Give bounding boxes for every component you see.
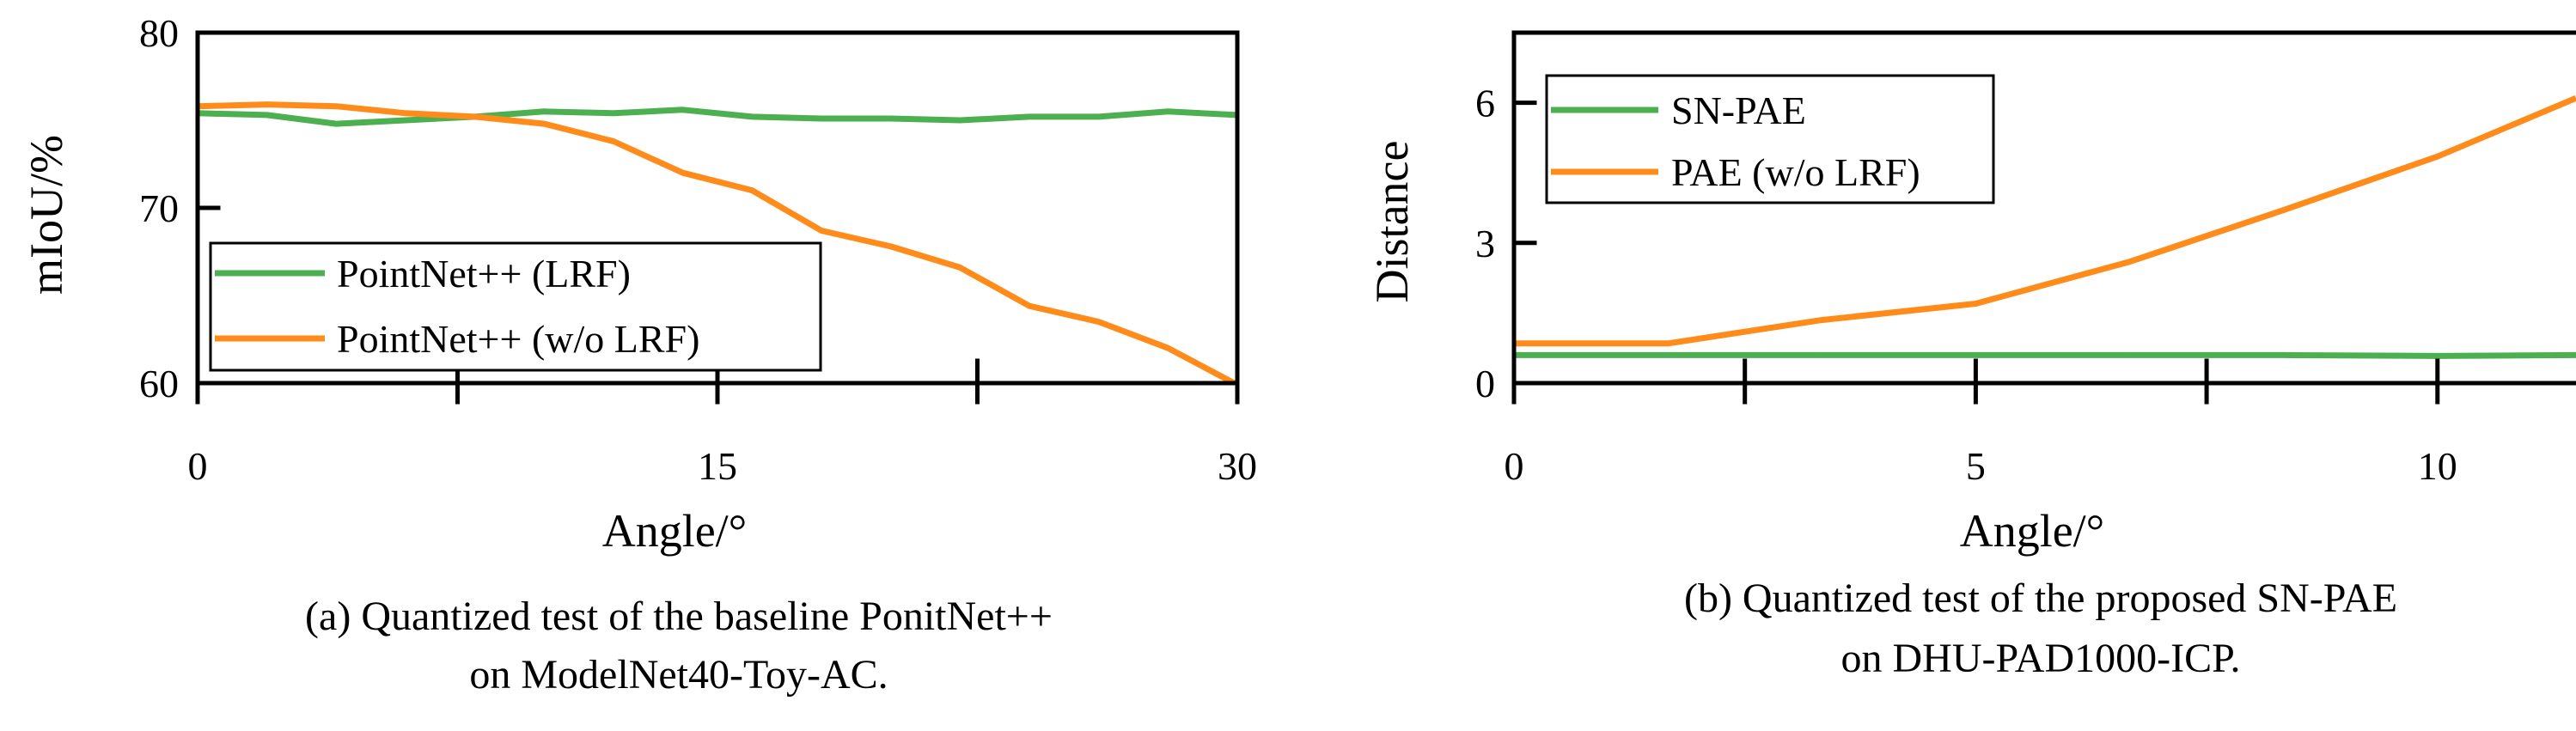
chart-b-xlabel: Angle/°: [1960, 505, 2105, 557]
chart-a-series-1-point: [1167, 347, 1169, 349]
chart-a-xtick-label: 0: [188, 444, 208, 488]
chart-b-series-0-point: [2282, 354, 2284, 356]
chart-b-series-1-line: [1514, 94, 2576, 347]
chart-a-legend: PointNet++ (LRF) PointNet++ (w/o LRF): [209, 241, 822, 372]
chart-b-ylabel: Distance: [1366, 141, 1418, 303]
chart-b-series-1-point: [1668, 343, 1669, 344]
chart-a-series-0-point: [682, 109, 684, 111]
chart-a-series-1-point: [821, 230, 822, 231]
chart-a-series-0-line: [198, 107, 1237, 127]
chart-a-series-0-point: [266, 114, 268, 116]
chart-a-ytick-label: 60: [139, 362, 179, 405]
chart-b-legend: SN-PAE PAE (w/o LRF): [1545, 74, 1995, 204]
chart-a-xtick-label: 30: [1218, 444, 1257, 488]
chart-a-series-0-point: [959, 119, 961, 121]
chart-b-series-0-point: [1668, 354, 1669, 356]
chart-a-series-1-point: [890, 246, 892, 247]
chart-b-legend-label-0: SN-PAE: [1671, 88, 1806, 132]
chart-a-axes: 60 70 80 0 15 30: [139, 11, 1257, 488]
chart-a-series-1-point: [474, 116, 476, 118]
chart-b-series-1-point: [2129, 261, 2131, 263]
chart-a-series-0-point: [751, 116, 753, 118]
chart-b-series-0-line: [1514, 351, 2576, 359]
chart-b-axes: 0 3 6 0 5 10: [1475, 30, 2576, 488]
chart-a-series-0-point: [1029, 116, 1030, 118]
chart-a-legend-label-0: PointNet++ (LRF): [337, 252, 631, 295]
chart-b: 0 3 6 0 5 10 Distance Angle/° SN-PAE PAE (w/o…: [1366, 30, 2576, 681]
chart-b-series-1-point: [1975, 303, 1976, 304]
chart-b-series-1-point: [2437, 155, 2439, 157]
chart-a-xlabel: Angle/°: [602, 505, 748, 557]
chart-a-series-1-point: [613, 141, 614, 142]
chart-b-legend-label-1: PAE (w/o LRF): [1671, 150, 1920, 194]
chart-b-ytick-label: 6: [1475, 82, 1495, 125]
chart-a-series-1-point: [959, 266, 961, 268]
chart-b-caption-line1: (b) Quantized test of the proposed SN-PA…: [1684, 576, 2397, 621]
chart-a-series-0-point: [1167, 111, 1169, 113]
chart-a-ylabel: mIoU/%: [21, 135, 72, 295]
chart-a-series-0-point: [1098, 116, 1100, 118]
chart-b-ytick-label: 3: [1475, 222, 1495, 265]
chart-b-caption-line2: on DHU-PAD1000-ICP.: [1841, 636, 2241, 681]
chart-a-series-0-point: [335, 123, 337, 125]
chart-a-caption-line2: on ModelNet40-Toy-AC.: [469, 652, 888, 697]
chart-b-xtick-label: 10: [2418, 444, 2457, 488]
chart-b-ytick-label: 0: [1475, 362, 1495, 405]
chart-b-series-0-point: [1821, 354, 1822, 356]
chart-a-legend-label-1: PointNet++ (w/o LRF): [337, 317, 699, 361]
chart-a-ytick-label: 70: [139, 186, 179, 230]
chart-b-series-0-point: [1975, 354, 1976, 356]
chart-a-ytick-label: 80: [139, 11, 179, 55]
chart-a-series-1-point: [1029, 305, 1030, 307]
chart-a-legend-box: [209, 241, 822, 372]
chart-a-series-1-point: [266, 104, 268, 106]
chart-a-caption-line1: (a) Quantized test of the baseline Ponit…: [305, 594, 1053, 639]
chart-a: 60 70 80 0 15 30 mIoU/% Angle/° PointNet++ (L…: [21, 11, 1257, 697]
chart-b-legend-box: [1545, 74, 1995, 204]
chart-a-series-1-point: [751, 190, 753, 192]
chart-a-series-layer: [198, 101, 1237, 383]
chart-b-series-layer: [1514, 94, 2576, 359]
chart-b-xtick-label: 0: [1505, 444, 1524, 488]
chart-a-series-1-line: [198, 101, 1237, 383]
chart-a-series-0-point: [543, 111, 545, 113]
chart-a-series-1-point: [682, 172, 684, 174]
chart-b-xtick-label: 5: [1966, 444, 1986, 488]
chart-a-series-1-point: [1098, 321, 1100, 323]
chart-a-xtick-label: 15: [698, 444, 737, 488]
chart-a-series-1-point: [543, 123, 545, 125]
chart-b-series-0-point: [2129, 354, 2131, 356]
chart-a-series-1-point: [335, 106, 337, 107]
